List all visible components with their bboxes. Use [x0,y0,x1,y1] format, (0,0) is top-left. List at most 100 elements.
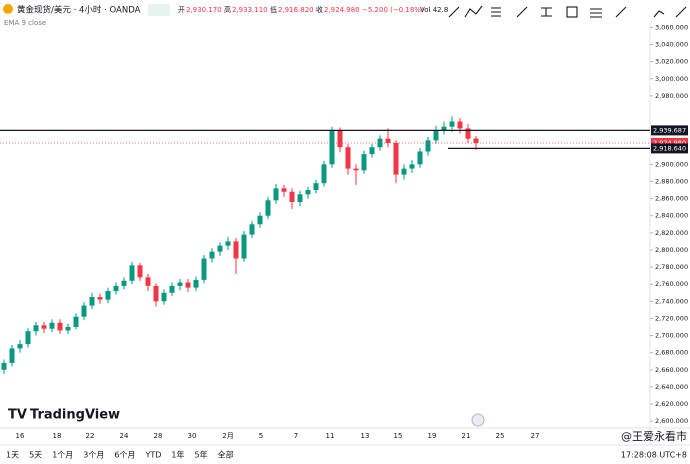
range-button[interactable]: 3个月 [83,451,104,460]
candle-body [249,224,255,235]
brand-mark: 𝗧𝗩 [8,408,27,423]
x-tick-label: 5 [259,432,263,440]
candle-body [233,241,239,259]
candle-body [193,279,199,288]
y-tick-label: 2,760.000 [655,280,688,288]
y-tick-label: 2,900.000 [655,160,688,168]
x-tick-label: 22 [86,432,95,440]
range-button[interactable]: 1年 [171,450,184,460]
x-tick-label: 24 [120,432,129,440]
candle-body [297,194,303,203]
candle-body [177,282,183,286]
candle-body [305,190,311,195]
candle-body [473,138,479,143]
candle-body [377,138,383,148]
y-tick-label: 2,840.000 [655,212,688,220]
candle-body [169,285,175,293]
candle-body [81,305,87,317]
y-tick-label: 2,620.000 [655,400,688,408]
candle-body [121,280,127,286]
y-tick-label: 2,680.000 [655,349,688,357]
candle-body [153,285,159,302]
y-tick-label: 2,980.000 [655,92,688,100]
candle-body [465,128,471,139]
ohlc-volume: Vol 42.8 [420,6,448,14]
candle-body [161,292,167,302]
range-button[interactable]: 1天 [6,451,19,460]
event-flag[interactable] [471,413,485,427]
x-tick-label: 30 [188,432,197,440]
y-tick-label: 2,860.000 [655,195,688,203]
y-tick-label: 3,060.000 [655,23,688,31]
market-status[interactable] [148,4,170,16]
y-tick-label: 2,880.000 [655,177,688,185]
y-tick-label: 2,700.000 [655,332,688,340]
x-tick-label: 2月 [222,432,233,440]
candle-body [353,168,359,171]
x-tick-label: 21 [462,432,471,440]
candle-body [145,277,151,286]
x-tick-label: 18 [53,432,62,440]
brand-logo: TradingView [30,408,120,423]
range-button[interactable]: 6个月 [114,451,135,460]
range-button[interactable]: 全部 [218,450,234,460]
candle-body [457,121,463,129]
candle-body [201,258,207,280]
range-button[interactable]: YTD [144,451,161,460]
candle-body [329,130,335,165]
ohlc-label: 收 [316,5,323,14]
range-button[interactable]: 1个月 [52,451,73,460]
indicator-legend[interactable]: EMA 9 close [4,19,46,27]
range-button[interactable]: 5天 [29,451,42,460]
candle-body [113,285,119,292]
y-tick-label: 2,780.000 [655,263,688,271]
candle-body [9,348,15,363]
candle-body [57,322,63,331]
y-tick-label: 2,800.000 [655,246,688,254]
x-tick-label: 15 [394,432,403,440]
x-tick-label: 19 [428,432,437,440]
price-label: 2,924.980 [653,139,686,147]
price-label: 2,939.687 [653,126,686,134]
y-tick-label: 3,020.000 [655,58,688,66]
candle-body [433,130,439,141]
candle-body [89,297,95,306]
ohlc-value: 2,916.820 [278,6,314,14]
x-tick-label: 16 [16,432,25,440]
candle-body [409,164,415,169]
candle-body [185,282,191,288]
candle-body [241,234,247,259]
price-label-bg [651,125,688,136]
candle-body [73,316,79,327]
toolbar-icons[interactable] [448,5,687,18]
candle-body [281,188,287,192]
range-button[interactable]: 5年 [195,450,208,460]
candle-body [257,215,263,225]
y-tick-label: 2,720.000 [655,314,688,322]
candle-body [1,362,7,370]
candle-body [369,147,375,155]
ohlc-value: 2,933.110 [232,6,268,14]
candle-body [273,188,279,201]
candle-body [217,245,223,252]
ohlc-value: 2,930.170 [186,6,222,14]
symbol-title[interactable]: 黄金现货/美元 · 4小时 · OANDA [17,5,141,16]
y-tick-label: 2,740.000 [655,297,688,305]
candle-body [17,344,23,349]
symbol-icon [3,4,13,14]
candle-body [393,142,399,175]
y-tick-label: 3,040.000 [655,41,688,49]
candle-body [313,183,319,191]
y-tick-label: 2,660.000 [655,366,688,374]
candle-body [265,200,271,216]
candle-body [225,241,231,246]
x-tick-label: 28 [154,432,163,440]
y-tick-label: 2,600.000 [655,417,688,425]
candle-body [137,265,143,278]
candle-body [25,331,31,345]
ohlc-value: 2,924.980 [324,6,360,14]
candle-body [209,251,215,259]
ohlc-label: 低 [270,5,277,14]
